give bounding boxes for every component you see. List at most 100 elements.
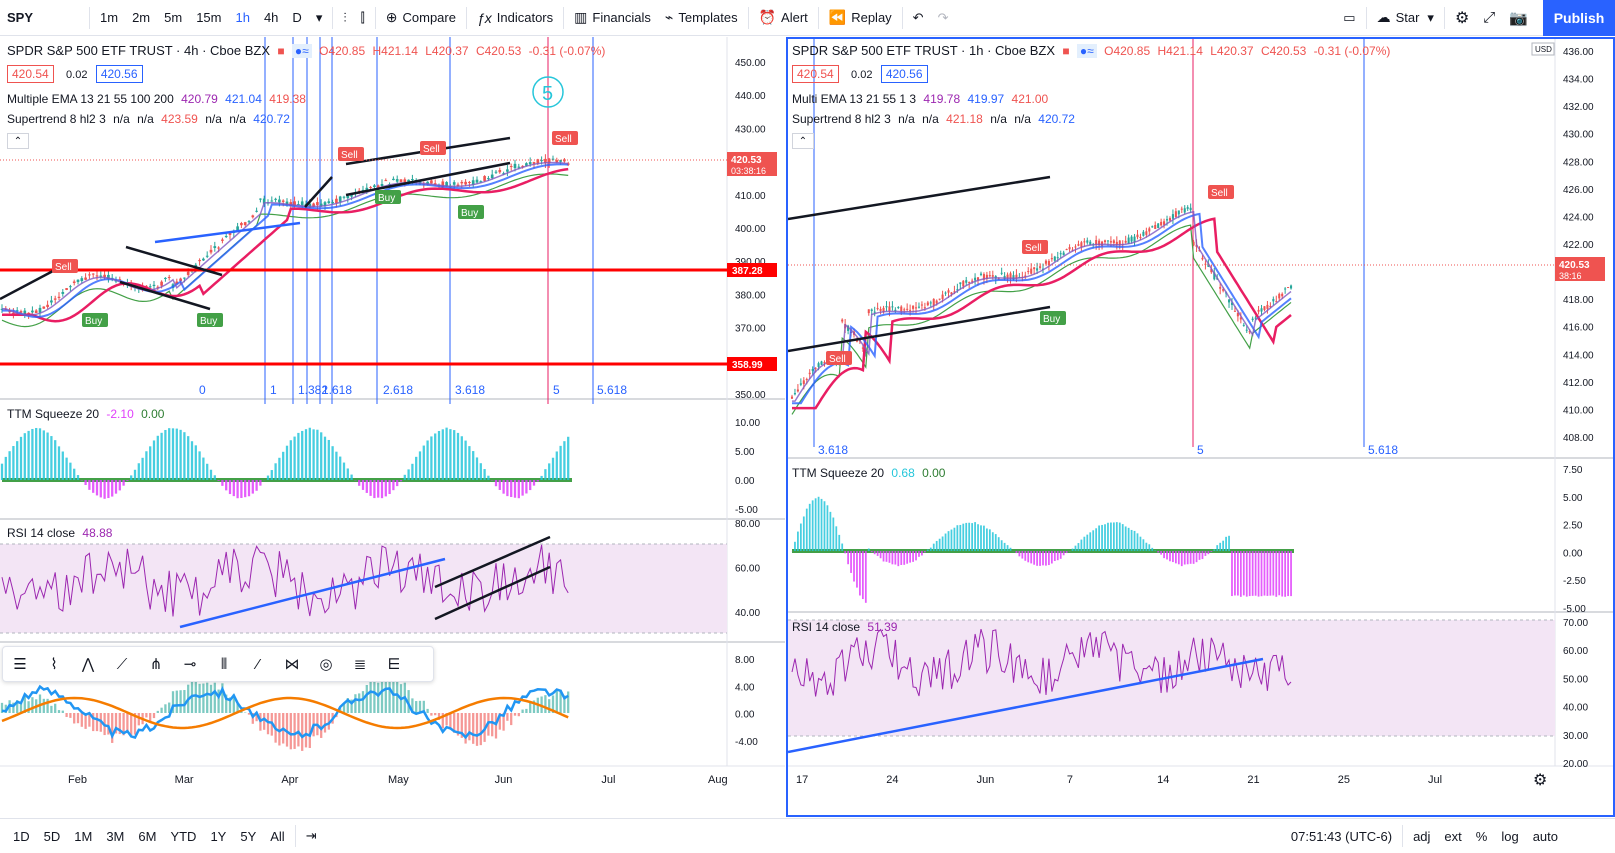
toggle-ext[interactable]: ext <box>1444 828 1462 844</box>
candle-body <box>224 236 228 238</box>
divider <box>332 6 334 29</box>
osc-histogram-bar <box>202 683 205 713</box>
ttm-histogram-bar <box>861 551 864 600</box>
ttm-histogram-bar <box>1121 524 1124 551</box>
candle-body <box>521 165 524 167</box>
left-bid[interactable]: 420.54 <box>7 65 54 83</box>
ttm-histogram-bar <box>209 469 213 480</box>
clock[interactable]: 07:51:43 (UTC-6) <box>1290 828 1393 844</box>
range-1M[interactable]: 1M <box>74 828 93 844</box>
pitchfork-icon[interactable]: ⋔ <box>149 656 163 673</box>
settings-gear-icon[interactable]: ⚙ <box>1454 9 1470 27</box>
candle-body <box>956 289 959 291</box>
candle-body <box>879 308 882 311</box>
interval-D[interactable]: D <box>292 10 302 25</box>
undo-icon[interactable]: ↶ <box>912 9 924 25</box>
left-chart-canvas[interactable]: 450.00440.00430.00420.00410.00400.00390.… <box>0 37 785 817</box>
right-bid[interactable]: 420.54 <box>792 65 839 83</box>
candle-body <box>1290 285 1293 289</box>
lines-tool-icon[interactable]: ☰ <box>13 656 27 673</box>
abc-pattern-icon[interactable]: ⋀ <box>81 656 95 673</box>
alert-label: Alert <box>781 10 808 25</box>
replay-button[interactable]: ⏪ Replay <box>822 0 899 36</box>
range-3M[interactable]: 3M <box>106 828 125 844</box>
toggle-log[interactable]: log <box>1501 828 1519 844</box>
osc-histogram-bar <box>517 713 520 717</box>
candle-body <box>790 396 794 399</box>
range-YTD[interactable]: YTD <box>170 828 197 844</box>
ttm-histogram-bar <box>820 498 823 551</box>
ttm-histogram-bar <box>841 543 844 551</box>
toggle-auto[interactable]: auto <box>1532 828 1558 844</box>
divider <box>563 6 565 29</box>
left-ask[interactable]: 420.56 <box>95 65 143 83</box>
xabcd-pattern-icon[interactable]: ⋈ <box>284 656 300 673</box>
camera-icon[interactable]: 📷 <box>1509 9 1528 27</box>
candle-style-icon[interactable]: ⫿ <box>360 9 365 25</box>
time-axis-label: 7 <box>1067 774 1073 786</box>
candle-body <box>502 173 505 175</box>
interval-dropdown-chevron-icon[interactable]: ▾ <box>315 9 323 25</box>
osc-histogram-bar <box>392 679 395 713</box>
candle-body <box>217 247 220 249</box>
vertical-lines-icon[interactable]: ⦀ <box>220 655 228 673</box>
right-chart-canvas[interactable]: 436.00 434.00 432.00 430.00 428.00 426.00 424.… <box>788 39 1613 815</box>
interval-1h[interactable]: 1h <box>235 10 250 25</box>
horizontal-ray-icon[interactable]: ⊸ <box>183 656 197 673</box>
ttm-histogram-bar <box>1136 533 1139 551</box>
wave-tool-icon[interactable]: ⌇ <box>50 656 58 673</box>
interval-4h[interactable]: 4h <box>263 10 279 25</box>
line-tool-icon[interactable]: ⁄ <box>256 655 260 673</box>
interval-5m[interactable]: 5m <box>164 10 183 25</box>
fib-retracement-icon[interactable]: ≣ <box>353 656 367 673</box>
ttm-histogram-bar <box>274 463 277 480</box>
left-rsi-legend: RSI 14 close 48.88 <box>7 526 116 540</box>
left-visibility-icon[interactable]: ●≈ <box>291 44 312 58</box>
layout-select-icon[interactable]: ▭ <box>1343 9 1356 25</box>
redo-icon[interactable]: ↷ <box>937 9 949 25</box>
ttm-histogram-bar <box>1009 547 1012 551</box>
symbol-search[interactable]: SPY <box>7 10 34 25</box>
publish-button[interactable]: Publish <box>1543 0 1615 36</box>
templates-button[interactable]: ⌁ Templates <box>658 0 745 36</box>
candle-body <box>861 347 864 349</box>
toggle-percent[interactable]: % <box>1475 828 1488 844</box>
right-collapse-legend-button[interactable]: ⌃ <box>792 133 814 149</box>
bar-style-icon[interactable]: ⫶ <box>343 9 347 25</box>
ttm-histogram-bar <box>1139 536 1142 551</box>
right-chart-pane[interactable]: 436.00 434.00 432.00 430.00 428.00 426.00 424.… <box>786 37 1615 817</box>
range-5D[interactable]: 5D <box>43 828 61 844</box>
layout-name-select[interactable]: ☁ Star ▾ <box>1370 0 1441 36</box>
right-rsi-label: RSI 14 close <box>792 620 861 634</box>
interval-15m[interactable]: 15m <box>196 10 222 25</box>
alert-button[interactable]: ⏰ Alert <box>752 0 815 36</box>
ttm-histogram-bar <box>832 517 835 551</box>
osc-histogram-bar <box>19 703 23 713</box>
compare-button[interactable]: ⊕ Compare <box>379 0 463 36</box>
right-visibility-icon[interactable]: ●≈ <box>1076 44 1097 58</box>
range-6M[interactable]: 6M <box>138 828 157 844</box>
ttm-histogram-bar <box>802 516 805 551</box>
trend-line-icon[interactable]: ⟋ <box>116 655 128 673</box>
interval-2m[interactable]: 2m <box>132 10 151 25</box>
interval-1m[interactable]: 1m <box>100 10 119 25</box>
fib-extension-icon[interactable]: ⋿ <box>387 656 401 673</box>
candle-body <box>974 277 977 281</box>
range-5Y[interactable]: 5Y <box>240 828 257 844</box>
ttm-histogram-bar <box>794 541 796 551</box>
ttm-histogram-bar <box>1166 551 1168 560</box>
range-All[interactable]: All <box>270 828 285 844</box>
range-1D[interactable]: 1D <box>13 828 30 844</box>
goto-date-icon[interactable]: ⇥ <box>305 828 317 843</box>
range-1Y[interactable]: 1Y <box>210 828 227 844</box>
ttm-histogram-bar <box>1074 545 1077 551</box>
toggle-adj[interactable]: adj <box>1413 828 1431 844</box>
financials-button[interactable]: ▥ Financials <box>567 0 658 36</box>
fullscreen-icon[interactable]: ⤢ <box>1483 9 1496 26</box>
indicators-button[interactable]: ƒx Indicators <box>470 0 560 36</box>
left-collapse-legend-button[interactable]: ⌃ <box>7 133 29 149</box>
left-chart-pane[interactable]: 450.00440.00430.00420.00410.00400.00390.… <box>0 37 785 817</box>
spiral-icon[interactable]: ◎ <box>319 656 333 673</box>
ttm-histogram-bar <box>57 446 61 480</box>
right-ask[interactable]: 420.56 <box>880 65 928 83</box>
